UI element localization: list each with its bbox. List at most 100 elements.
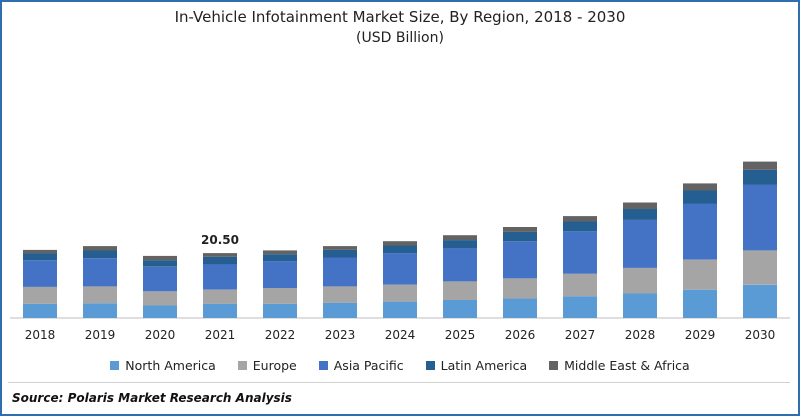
bar-segment-asia-pacific-2019	[83, 258, 117, 287]
bar-segment-middle-east-africa-2023	[323, 246, 357, 250]
x-tick-label-2024: 2024	[385, 328, 416, 342]
bar-segment-north-america-2019	[83, 303, 117, 318]
bar-segment-middle-east-africa-2025	[443, 235, 477, 241]
legend-label: Europe	[252, 358, 297, 373]
legend-swatch	[110, 361, 120, 370]
legend-swatch	[425, 361, 435, 370]
bar-segment-middle-east-africa-2026	[503, 227, 537, 232]
bar-segment-latin-america-2022	[263, 254, 297, 262]
bar-segment-middle-east-africa-2021	[203, 253, 237, 257]
bar-segment-europe-2029	[683, 259, 717, 290]
source-note: Source: Polaris Market Research Analysis	[12, 391, 292, 405]
bar-segment-europe-2023	[323, 286, 357, 303]
bar-segment-latin-america-2024	[383, 245, 417, 254]
bar-segment-latin-america-2021	[203, 257, 237, 265]
bar-segment-north-america-2023	[323, 302, 357, 318]
data-label-2021: 20.50	[201, 233, 239, 247]
bar-segment-latin-america-2019	[83, 250, 117, 258]
legend-item-asia-pacific: Asia Pacific	[318, 358, 404, 373]
bar-segment-north-america-2024	[383, 301, 417, 318]
bar-segment-asia-pacific-2023	[323, 257, 357, 287]
bar-segment-latin-america-2030	[743, 169, 777, 185]
bar-segment-europe-2026	[503, 278, 537, 299]
x-tick-label-2028: 2028	[625, 328, 656, 342]
x-tick-label-2027: 2027	[565, 328, 596, 342]
legend-swatch	[318, 361, 328, 370]
bar-segment-asia-pacific-2030	[743, 184, 777, 251]
bar-segment-latin-america-2027	[563, 221, 597, 232]
bar-segment-latin-america-2018	[23, 253, 57, 261]
x-tick-label-2030: 2030	[745, 328, 776, 342]
bar-segment-asia-pacific-2024	[383, 253, 417, 285]
bar-segment-north-america-2026	[503, 298, 537, 318]
bar-segment-europe-2027	[563, 273, 597, 297]
bar-segment-asia-pacific-2027	[563, 231, 597, 274]
bar-segment-europe-2020	[143, 291, 177, 306]
bar-segment-asia-pacific-2021	[203, 264, 237, 290]
x-tick-label-2025: 2025	[445, 328, 476, 342]
legend-item-north-america: North America	[110, 358, 216, 373]
legend-item-middle-east-africa: Middle East & Africa	[549, 358, 690, 373]
bar-segment-middle-east-africa-2028	[623, 202, 657, 209]
bar-segment-europe-2022	[263, 288, 297, 304]
legend-label: Latin America	[440, 358, 528, 373]
bar-segment-north-america-2027	[563, 296, 597, 318]
legend-item-latin-america: Latin America	[425, 358, 528, 373]
bar-segment-europe-2018	[23, 286, 57, 304]
bar-segment-asia-pacific-2029	[683, 203, 717, 260]
bar-segment-north-america-2021	[203, 303, 237, 318]
bar-segment-north-america-2025	[443, 300, 477, 318]
x-tick-label-2022: 2022	[265, 328, 296, 342]
legend-label: Middle East & Africa	[564, 358, 690, 373]
stacked-bar-chart: 2018 2019 2020 20.50 2021 2022 2023 2024 2025 202…	[10, 161, 790, 342]
x-tick-label-2019: 2019	[85, 328, 116, 342]
chart-subtitle: (USD Billion)	[356, 30, 444, 46]
bar-segment-asia-pacific-2020	[143, 266, 177, 292]
bar-segment-asia-pacific-2028	[623, 219, 657, 268]
bar-segment-latin-america-2025	[443, 240, 477, 249]
legend-swatch	[549, 361, 559, 370]
bar-segment-latin-america-2023	[323, 249, 357, 258]
bar-segment-middle-east-africa-2030	[743, 161, 777, 170]
bar-segment-north-america-2022	[263, 303, 297, 318]
bar-segment-middle-east-africa-2019	[83, 246, 117, 251]
bar-segment-europe-2021	[203, 289, 237, 304]
bar-segment-latin-america-2020	[143, 260, 177, 267]
bar-segment-europe-2024	[383, 284, 417, 302]
legend-label: Asia Pacific	[333, 358, 404, 373]
x-tick-label-2020: 2020	[145, 328, 176, 342]
x-tick-label-2023: 2023	[325, 328, 356, 342]
legend-label: North America	[125, 358, 216, 373]
bar-segment-latin-america-2026	[503, 231, 537, 242]
bar-segment-europe-2025	[443, 281, 477, 300]
bar-segment-asia-pacific-2018	[23, 260, 57, 287]
bar-segment-north-america-2030	[743, 284, 777, 318]
bar-segment-middle-east-africa-2020	[143, 255, 177, 261]
bar-segment-north-america-2029	[683, 289, 717, 318]
chart-title: In-Vehicle Infotainment Market Size, By …	[174, 8, 626, 26]
bar-segment-europe-2028	[623, 267, 657, 294]
bar-segment-asia-pacific-2022	[263, 261, 297, 288]
bar-segment-north-america-2018	[23, 303, 57, 318]
x-tick-label-2029: 2029	[685, 328, 716, 342]
bar-segment-asia-pacific-2025	[443, 248, 477, 282]
bar-segment-middle-east-africa-2029	[683, 183, 717, 191]
bar-segment-europe-2030	[743, 250, 777, 285]
bar-segment-middle-east-africa-2022	[263, 250, 297, 255]
bar-segment-middle-east-africa-2018	[23, 249, 57, 254]
bar-segment-europe-2019	[83, 286, 117, 304]
x-tick-label-2018: 2018	[25, 328, 56, 342]
bar-segment-north-america-2028	[623, 293, 657, 318]
bar-segment-middle-east-africa-2027	[563, 216, 597, 222]
bar-segment-latin-america-2029	[683, 190, 717, 204]
bar-segment-north-america-2020	[143, 305, 177, 318]
legend-swatch	[237, 361, 247, 370]
legend-item-europe: Europe	[237, 358, 297, 373]
x-tick-label-2026: 2026	[505, 328, 536, 342]
source-divider	[8, 382, 790, 383]
bar-segment-asia-pacific-2026	[503, 241, 537, 279]
bar-segment-middle-east-africa-2024	[383, 241, 417, 246]
chart-legend: North America Europe Asia Pacific Latin Ame…	[0, 358, 800, 373]
x-tick-label-2021: 2021	[205, 328, 236, 342]
